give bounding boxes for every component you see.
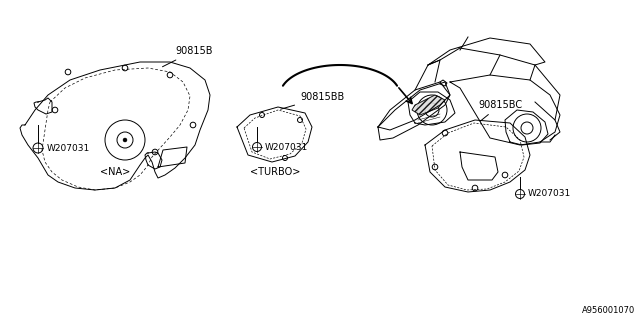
Text: W207031: W207031 [528, 189, 572, 198]
Text: A956001070: A956001070 [582, 306, 635, 315]
Text: <NA>: <NA> [100, 167, 130, 177]
Text: 90815B: 90815B [163, 46, 212, 67]
Polygon shape [412, 95, 445, 115]
Circle shape [123, 138, 127, 142]
Text: 90815BC: 90815BC [478, 100, 522, 121]
Text: W207031: W207031 [47, 143, 90, 153]
Text: <TURBO>: <TURBO> [250, 167, 300, 177]
Text: 90815BB: 90815BB [281, 92, 344, 109]
Text: W207031: W207031 [265, 142, 308, 151]
